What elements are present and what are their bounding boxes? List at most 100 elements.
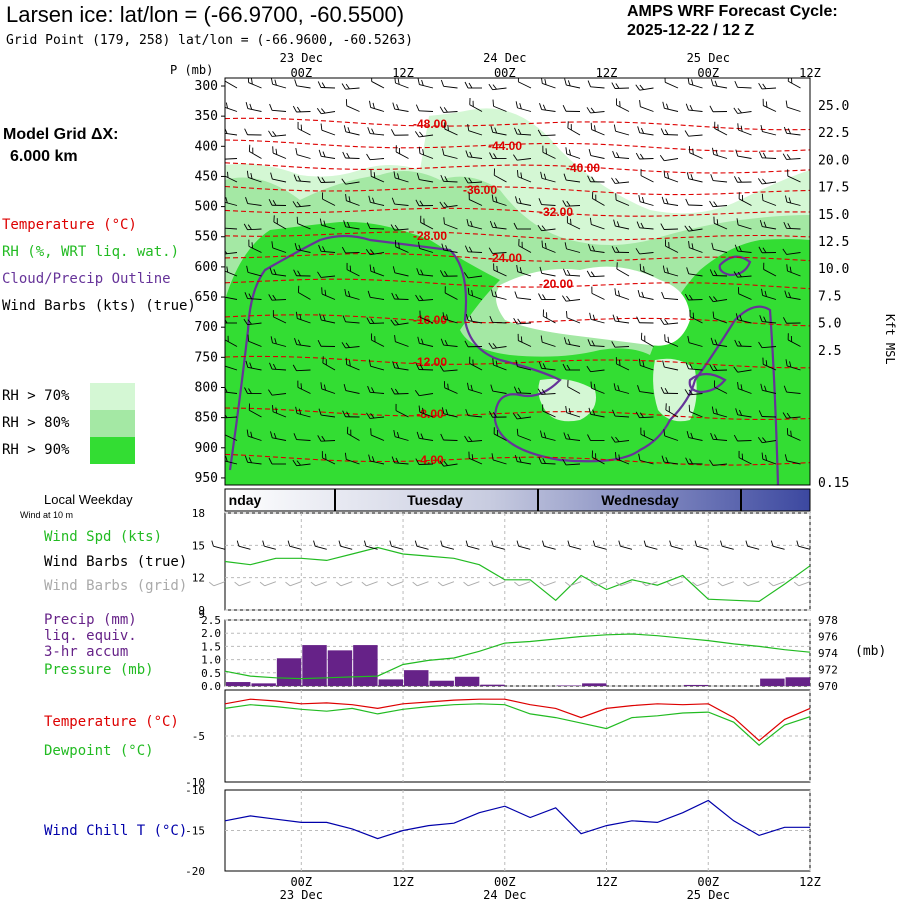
wind-barb (320, 382, 336, 394)
wind-barb (513, 386, 532, 394)
bottom-hour-tick: 12Z (596, 875, 618, 889)
wind-barb (273, 215, 287, 230)
wind-barb (393, 171, 409, 183)
pressure-tick-label: 800 (195, 380, 218, 395)
wind-barb-grid (336, 581, 353, 587)
wind-barb (562, 458, 581, 466)
wind-barb (758, 246, 777, 254)
wind-barb-grid (488, 581, 505, 587)
height-tick-label: 25.0 (818, 99, 849, 114)
wind-barb (515, 359, 532, 371)
wind-barb (343, 125, 360, 136)
wind-barb (562, 200, 581, 207)
pressure-ytick: 970 (818, 680, 838, 693)
wind-barb (762, 357, 777, 371)
precip-ytick: 0.5 (201, 667, 221, 680)
cloud-outline (228, 234, 780, 485)
wind-barb (686, 430, 703, 441)
wind-barb (247, 334, 262, 347)
pressure-tick-label: 500 (195, 200, 218, 215)
wind-barb (322, 192, 336, 206)
wind-barb (589, 312, 605, 324)
wind-barb (244, 128, 262, 136)
forecast-cycle-value: 2025-12-22 / 12 Z (627, 22, 755, 39)
precip-bar (760, 678, 785, 686)
isotherm-label: -44.00 (488, 139, 522, 153)
wind-barb (225, 365, 238, 371)
top-hour-tick: 00Z (697, 66, 719, 80)
wind-barb-true (313, 540, 327, 550)
pressure-tick-label: 350 (195, 109, 218, 124)
wind-barb (345, 99, 360, 112)
wind-barb (270, 78, 287, 89)
wind-barb (488, 247, 507, 254)
wind-barb (787, 169, 801, 183)
precip-bar (226, 682, 251, 686)
wind-barb (709, 200, 728, 208)
wind-barb (787, 333, 801, 347)
wind-barb (392, 361, 409, 371)
isotherm-line (225, 162, 810, 174)
wind-barb (469, 356, 483, 371)
precip-ytick: 2.5 (201, 614, 221, 627)
wind-barb (370, 169, 385, 183)
precip-bar (556, 685, 582, 686)
wind-barb (517, 170, 532, 183)
wind-barb (515, 101, 532, 112)
wind-barb (444, 286, 458, 300)
wind-barb (369, 100, 385, 112)
wind-barb (466, 218, 483, 230)
wind-barb (295, 406, 311, 418)
wind-barb (464, 81, 482, 89)
wind-barb (538, 361, 556, 371)
wind-barb (342, 151, 360, 159)
wind-barb (785, 359, 801, 371)
wind-barb (292, 364, 311, 372)
wind-barb (225, 455, 238, 465)
wind-barb (758, 151, 777, 159)
legend-precip-liq: liq. equiv. (44, 628, 137, 644)
top-hour-tick: 12Z (799, 66, 821, 80)
wind-barb (247, 78, 262, 89)
wind-barb (318, 408, 336, 418)
precip-bar (276, 658, 302, 686)
wind-barb (225, 102, 238, 112)
wind-barb (469, 97, 483, 112)
rh70-label: RH > 70% (2, 388, 70, 404)
wind-barb (711, 406, 728, 418)
pressure-line (224, 633, 811, 680)
wind-barb (540, 171, 556, 183)
windchill-ytick: -15 (185, 825, 205, 838)
wind-barb (488, 342, 507, 349)
wind-barb (417, 78, 434, 89)
cloud-outline-small (718, 255, 752, 277)
wind-barb (394, 240, 409, 253)
wind-barb (565, 147, 581, 159)
legend-precip: Precip (mm) (44, 612, 137, 628)
wind-barb (612, 314, 630, 324)
wind-barb (782, 317, 801, 324)
isotherm-line (225, 117, 810, 131)
rh-dry-area (496, 266, 690, 346)
wind-barb (467, 382, 483, 394)
wind-barb (248, 144, 262, 159)
wind-barb (341, 342, 360, 349)
wind-barb (562, 363, 580, 371)
pressure-axis-label: P (mb) (170, 63, 213, 77)
wind-barb (493, 263, 507, 277)
wind-barb-grid (259, 581, 277, 587)
precip-bar (429, 680, 454, 686)
legend-temperature-2m: Temperature (°C) (44, 714, 179, 730)
wind-barb (341, 178, 360, 185)
wind-barb-grid (386, 581, 404, 587)
precip-ytick: 1.0 (201, 654, 221, 667)
pressure-tick-label: 400 (195, 139, 218, 154)
wind-barb-grid (208, 581, 226, 587)
wind-barb (269, 362, 287, 371)
height-axis-label: Kft MSL (883, 314, 897, 365)
isotherm-line (225, 314, 810, 327)
wind-barb (588, 148, 605, 159)
wind-barb (225, 296, 238, 300)
wind-barb (588, 407, 605, 418)
wind-barb (418, 241, 434, 253)
